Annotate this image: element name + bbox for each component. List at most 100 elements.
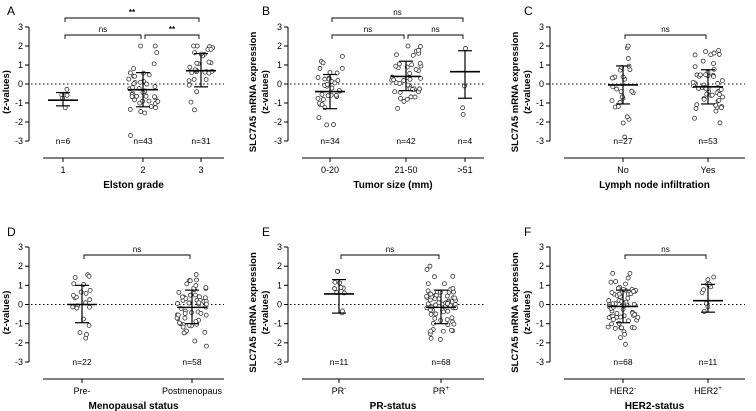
data-point: [144, 81, 150, 87]
data-point: [84, 332, 89, 337]
data-point: [428, 328, 434, 334]
data-point: [718, 87, 724, 92]
y-axis-title-line1: SLC7A5 mRNA expression: [510, 32, 521, 153]
n-label: n=31: [191, 136, 210, 146]
data-point: [427, 263, 433, 269]
y-tick-label: 1: [277, 280, 282, 290]
data-point: [444, 293, 450, 299]
data-point: [337, 280, 343, 286]
data-point: [432, 296, 438, 302]
data-point: [186, 300, 192, 306]
group-1: n=68 PR+: [424, 263, 458, 396]
data-point: [193, 272, 199, 277]
data-point: [181, 330, 187, 336]
data-point: [317, 66, 323, 71]
significance-label: ns: [99, 25, 107, 34]
y-tick-label: -2: [15, 117, 23, 127]
y-tick-label: 2: [18, 261, 23, 271]
data-point: [179, 294, 185, 300]
data-point: [138, 109, 144, 114]
data-point: [609, 321, 615, 327]
bracket-line: [64, 17, 200, 22]
data-point: [694, 102, 700, 108]
data-point: [428, 335, 434, 341]
data-point: [425, 281, 431, 287]
n-label: n=53: [698, 136, 717, 146]
data-point: [393, 63, 399, 69]
data-point: [198, 310, 204, 316]
data-point: [605, 324, 611, 330]
data-point: [609, 75, 615, 81]
bracket-line: [83, 254, 191, 259]
y-tick-label: -2: [274, 338, 282, 348]
x-tick-label: No: [617, 165, 629, 175]
group-0: n=68 HER2-: [605, 270, 641, 396]
x-tick-label: 2: [140, 165, 145, 175]
data-point: [194, 277, 199, 283]
data-point: [71, 281, 77, 287]
data-point: [635, 314, 641, 320]
y-tick-label: 1: [539, 280, 544, 290]
x-tick-label: >51: [457, 165, 472, 175]
data-point: [440, 328, 446, 334]
data-point: [320, 97, 326, 102]
data-point: [203, 312, 209, 318]
significance-label: ns: [431, 25, 439, 34]
y-tick-label: 0: [277, 79, 282, 89]
y-tick-label: -2: [274, 117, 282, 127]
x-tick-label: HER2+: [694, 385, 722, 396]
data-point: [442, 281, 447, 287]
bracket-line: [407, 34, 464, 39]
data-point: [449, 315, 455, 321]
data-point: [701, 96, 707, 102]
data-point: [404, 96, 410, 102]
bracket-line: [64, 34, 142, 39]
data-point: [716, 97, 722, 103]
data-point: [716, 48, 721, 53]
data-point: [86, 273, 92, 279]
data-point: [339, 65, 345, 71]
y-tick-label: 2: [277, 41, 282, 51]
data-point: [146, 72, 152, 78]
data-point: [132, 97, 138, 103]
data-point: [425, 301, 431, 307]
n-label: n=43: [133, 136, 152, 146]
data-point: [86, 323, 92, 328]
x-tick-label: 0-20: [321, 165, 339, 175]
data-point: [418, 44, 423, 49]
data-point: [615, 103, 621, 109]
x-tick-label: PR+: [433, 385, 450, 396]
data-point: [192, 292, 198, 298]
y-axis-title-line2: (z-values): [522, 70, 533, 114]
data-point: [184, 281, 190, 287]
data-point: [463, 46, 468, 51]
data-point: [432, 315, 438, 321]
data-point: [417, 60, 423, 66]
data-point: [394, 52, 399, 58]
y-tick-label: -3: [536, 136, 544, 146]
x-tick-label: Postmenopaus: [162, 386, 223, 396]
group-0: n=34 0-20: [315, 53, 345, 175]
data-point: [401, 78, 407, 83]
group-1: n=11 HER2+: [693, 274, 723, 396]
y-axis-title: SLC7A5 mRNA expression(z-values): [0, 252, 12, 373]
x-tick-label-text: HER2: [610, 386, 634, 396]
data-point: [717, 120, 723, 126]
significance-label: ns: [661, 245, 669, 254]
data-point: [194, 89, 200, 95]
data-point: [460, 105, 466, 111]
x-tick-label-superscript: +: [445, 385, 449, 392]
data-point: [445, 301, 450, 306]
n-label: n=6: [56, 136, 71, 146]
data-point: [412, 94, 418, 100]
panel-letter: E: [262, 225, 270, 239]
data-point: [690, 80, 696, 85]
significance-bracket: ns: [624, 25, 707, 39]
group-1: n=53 Yes: [690, 48, 725, 175]
data-point: [64, 86, 70, 92]
data-point: [609, 98, 615, 103]
data-point: [154, 50, 160, 55]
n-label: n=27: [613, 136, 632, 146]
y-tick-label: 0: [277, 300, 282, 310]
data-point: [152, 84, 158, 89]
